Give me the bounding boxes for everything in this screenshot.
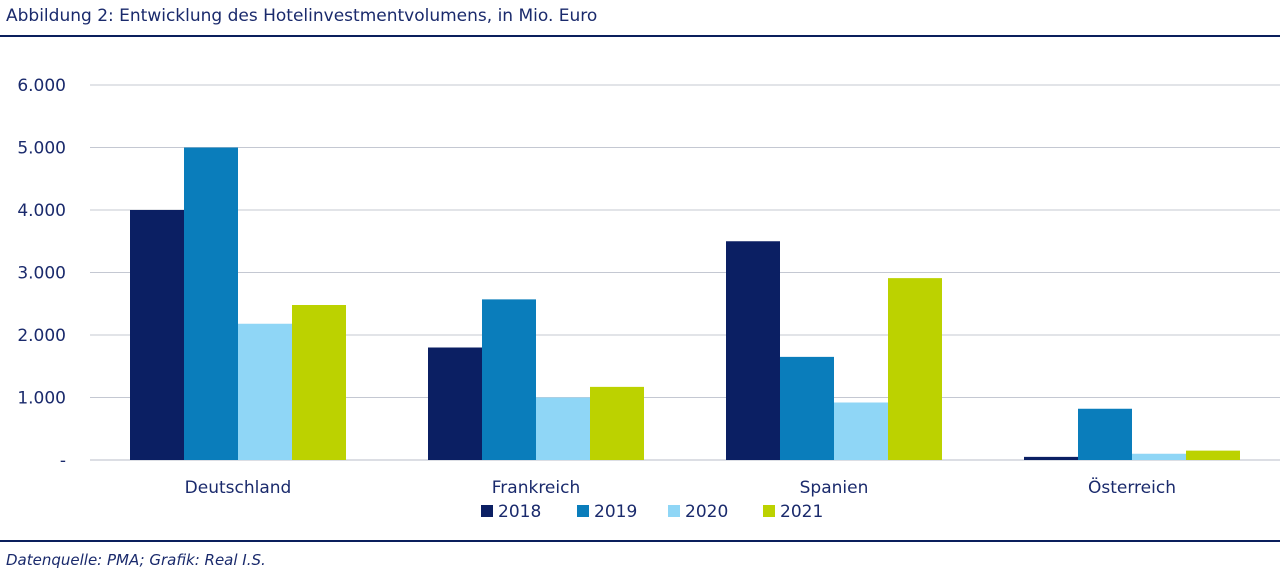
x-tick-label: Österreich	[1088, 476, 1176, 498]
legend-label: 2019	[594, 502, 637, 522]
bars	[130, 147, 1240, 460]
legend-swatch-2018	[481, 505, 493, 517]
y-tick-label: 4.000	[17, 201, 66, 221]
bar-spanien-2018	[726, 241, 780, 460]
x-tick-label: Spanien	[800, 478, 869, 498]
bar-deutschland-2019	[184, 147, 238, 460]
chart-title: Abbildung 2: Entwicklung des Hotelinvest…	[6, 6, 598, 26]
bar-österreich-2020	[1132, 453, 1186, 460]
x-tick-label: Deutschland	[185, 478, 292, 498]
y-tick-label: -	[60, 451, 66, 471]
legend-label: 2018	[498, 502, 541, 522]
bar-frankreich-2020	[536, 397, 590, 460]
footer-divider	[0, 540, 1280, 542]
bar-deutschland-2021	[292, 305, 346, 460]
y-tick-label: 6.000	[17, 76, 66, 96]
bar-deutschland-2018	[130, 210, 184, 460]
bar-österreich-2019	[1078, 408, 1132, 460]
y-tick-label: 1.000	[17, 389, 66, 409]
legend-swatch-2019	[577, 505, 589, 517]
bar-frankreich-2019	[482, 299, 536, 460]
legend-swatch-2020	[668, 505, 680, 517]
bar-österreich-2018	[1024, 456, 1078, 460]
bar-österreich-2021	[1186, 450, 1240, 460]
y-tick-label: 5.000	[17, 139, 66, 159]
y-tick-label: 2.000	[17, 326, 66, 346]
data-source-note: Datenquelle: PMA; Grafik: Real I.S.	[6, 551, 266, 569]
bar-frankreich-2018	[428, 347, 482, 460]
y-tick-label: 3.000	[17, 264, 66, 284]
x-axis-labels: Deutschland Frankreich Spanien Österreich	[185, 476, 1176, 498]
bar-chart: - 1.000 2.000 3.000 4.000 5.000 6.000 Deutschl…	[17, 76, 1280, 522]
bar-deutschland-2020	[238, 323, 292, 460]
legend: 2018 2019 2020 2021	[481, 502, 823, 522]
legend-label: 2021	[780, 502, 823, 522]
legend-label: 2020	[685, 502, 728, 522]
bar-spanien-2020	[834, 402, 888, 460]
x-tick-label: Frankreich	[492, 478, 581, 498]
bar-spanien-2019	[780, 356, 834, 460]
legend-swatch-2021	[763, 505, 775, 517]
title-divider	[0, 35, 1280, 37]
bar-spanien-2021	[888, 278, 942, 460]
bar-frankreich-2021	[590, 386, 644, 460]
y-axis-ticks: - 1.000 2.000 3.000 4.000 5.000 6.000	[17, 76, 66, 471]
